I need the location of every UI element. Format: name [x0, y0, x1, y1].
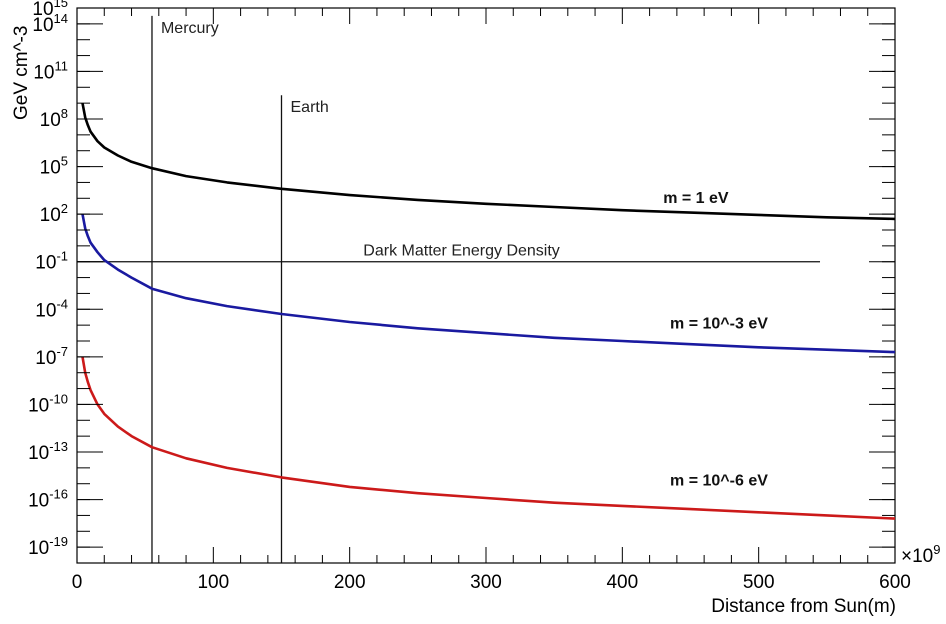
y-tick-label-base: 10	[40, 158, 61, 179]
dark-matter-density-label: Dark Matter Energy Density	[363, 243, 560, 260]
y-tick-label-exponent: 2	[61, 201, 68, 216]
series-curve-1	[81, 213, 896, 354]
vertical-line-label: Earth	[291, 99, 329, 116]
x-tick-label: 200	[334, 572, 366, 593]
y-tick-label: 1014	[32, 11, 68, 36]
y-tick-label-base: 10	[40, 110, 61, 131]
y-tick-label-base: 10	[28, 538, 49, 559]
y-tick-label: 105	[40, 154, 68, 179]
y-tick-label: 102	[40, 201, 68, 226]
series-label-2: m = 10^-6 eV	[670, 472, 768, 489]
y-tick-label: 10-7	[35, 344, 68, 369]
y-tick-label: 1015	[32, 0, 68, 20]
y-tick-label-exponent: 5	[61, 154, 68, 169]
x-tick-label: 0	[72, 572, 83, 593]
y-tick-label-base: 10	[35, 348, 56, 369]
y-tick-label: 10-1	[35, 249, 68, 274]
y-tick-label-exponent: 8	[61, 106, 68, 121]
y-tick-label: 10-10	[28, 391, 68, 416]
y-tick-label: 1011	[33, 58, 68, 83]
y-tick-label: 10-13	[28, 439, 68, 464]
vertical-line-label: Mercury	[161, 20, 219, 37]
y-tick-label: 10-19	[28, 534, 68, 559]
y-tick-label-base: 10	[28, 395, 49, 416]
series-curve-2	[81, 356, 896, 520]
y-tick-label-exponent: -10	[49, 391, 68, 406]
y-tick-label: 10-4	[35, 296, 68, 321]
y-tick-label-base: 10	[28, 443, 49, 464]
y-tick-label-base: 10	[35, 253, 56, 274]
y-tick-label-base: 10	[28, 491, 49, 512]
y-tick-label-base: 10	[33, 62, 54, 83]
y-tick-label-base: 10	[32, 15, 53, 36]
x-tick-label: 300	[470, 572, 502, 593]
x-multiplier-base: ×10	[901, 546, 933, 567]
y-tick-label-exponent: -13	[49, 439, 68, 454]
y-tick-label-base: 10	[35, 300, 56, 321]
y-tick-label: 10-16	[28, 487, 68, 512]
x-tick-label: 500	[743, 572, 775, 593]
series-label-0: m = 1 eV	[663, 190, 729, 207]
y-tick-label-exponent: -1	[56, 249, 68, 264]
x-multiplier: ×109	[901, 542, 940, 567]
y-tick-label-exponent: 15	[54, 0, 68, 10]
plot-frame	[76, 7, 896, 564]
y-tick-label-exponent: -7	[56, 344, 68, 359]
series-label-1: m = 10^-3 eV	[670, 315, 768, 332]
series-curve-0	[81, 102, 896, 221]
y-tick-label-base: 10	[32, 0, 53, 20]
y-tick-label-exponent: -4	[56, 296, 68, 311]
y-tick-label: 108	[40, 106, 68, 131]
x-axis-title: Distance from Sun(m)	[711, 596, 896, 617]
x-tick-label: 400	[606, 572, 638, 593]
y-tick-label-exponent: 11	[55, 58, 69, 73]
y-tick-label-exponent: -16	[49, 487, 68, 502]
y-tick-label-base: 10	[40, 205, 61, 226]
y-tick-label-exponent: 14	[54, 11, 68, 26]
y-axis-title: GeV cm^-3	[11, 26, 32, 120]
y-tick-label-exponent: -19	[49, 534, 68, 549]
x-multiplier-exponent: 9	[933, 542, 940, 557]
x-tick-label: 100	[197, 572, 229, 593]
x-tick-label: 600	[879, 572, 911, 593]
